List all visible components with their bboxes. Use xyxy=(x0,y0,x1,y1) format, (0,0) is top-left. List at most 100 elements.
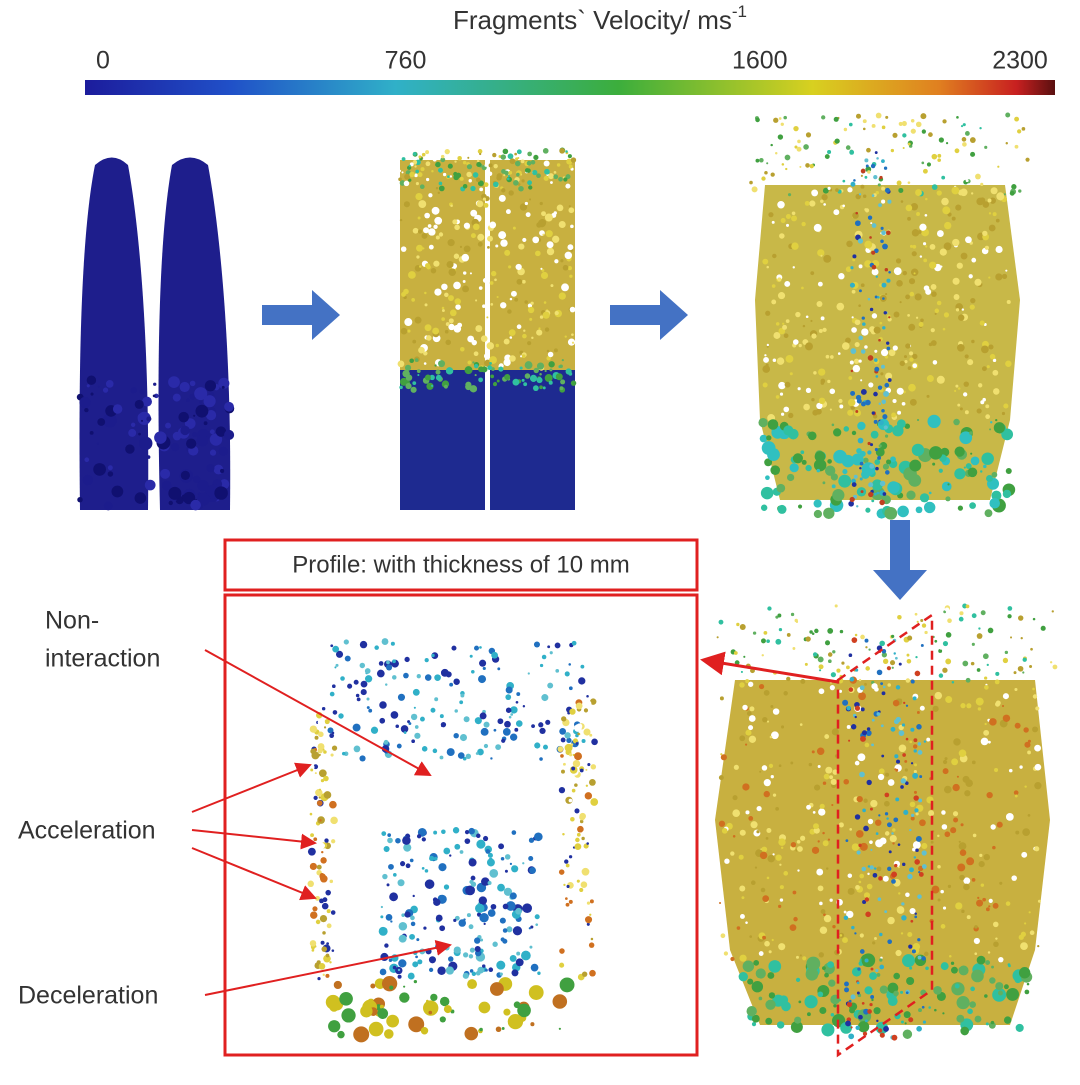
particle xyxy=(528,927,532,930)
particle xyxy=(988,905,991,908)
particle xyxy=(942,768,949,775)
particle xyxy=(760,887,766,893)
particle xyxy=(424,869,429,873)
particle xyxy=(517,157,520,160)
particle xyxy=(838,474,852,488)
particle xyxy=(951,216,956,221)
particle xyxy=(333,980,342,990)
particle xyxy=(453,946,461,954)
particle xyxy=(435,914,443,922)
particle xyxy=(877,456,882,460)
particle xyxy=(218,446,228,456)
particle xyxy=(768,960,782,973)
particle xyxy=(856,850,861,855)
particle xyxy=(153,382,157,386)
particle xyxy=(428,1010,433,1015)
particle xyxy=(874,295,878,299)
particle xyxy=(571,788,576,793)
particle xyxy=(483,721,490,728)
particle xyxy=(482,197,487,201)
particle xyxy=(922,1020,927,1024)
particle xyxy=(876,821,880,824)
particle xyxy=(902,1029,913,1039)
particle xyxy=(831,484,836,489)
particle xyxy=(873,419,878,424)
particle xyxy=(496,295,499,299)
particle xyxy=(862,194,867,199)
particle xyxy=(331,684,336,689)
particle xyxy=(463,245,471,253)
particle xyxy=(874,349,878,353)
particle xyxy=(483,353,490,359)
particle xyxy=(984,145,988,149)
particle xyxy=(905,204,913,212)
particle xyxy=(813,371,817,375)
particle xyxy=(1022,671,1025,674)
particle xyxy=(834,604,838,608)
particle xyxy=(970,452,973,455)
particle xyxy=(527,306,535,314)
particle xyxy=(392,659,396,664)
particle xyxy=(909,867,914,873)
particle xyxy=(532,236,540,244)
particle xyxy=(871,250,876,255)
particle xyxy=(435,235,440,240)
particle xyxy=(553,171,557,174)
particle xyxy=(843,910,847,914)
particle xyxy=(534,914,540,920)
particle xyxy=(786,676,791,682)
particle xyxy=(569,306,576,313)
particle xyxy=(970,151,976,157)
particle xyxy=(564,773,572,781)
particle xyxy=(224,429,235,440)
particle xyxy=(564,859,569,864)
particle xyxy=(982,201,990,208)
particle xyxy=(934,308,940,313)
particle xyxy=(516,692,521,696)
particle xyxy=(742,783,750,791)
particle xyxy=(821,1023,835,1037)
particle xyxy=(530,963,539,972)
particle xyxy=(1014,794,1018,798)
particle xyxy=(307,880,314,888)
particle xyxy=(991,471,998,478)
particle xyxy=(1027,739,1031,743)
particle xyxy=(875,968,879,973)
particle xyxy=(849,676,855,682)
particle xyxy=(942,759,948,765)
particle xyxy=(852,258,856,262)
particle xyxy=(874,248,879,254)
particle xyxy=(542,311,550,319)
particle xyxy=(850,369,854,373)
particle xyxy=(910,128,916,134)
particle xyxy=(504,720,511,728)
particle xyxy=(403,985,406,988)
particle xyxy=(579,887,584,893)
particle xyxy=(464,1026,479,1041)
particle xyxy=(546,356,551,361)
particle xyxy=(504,249,511,256)
particle xyxy=(892,132,898,138)
particle xyxy=(457,752,465,759)
particle xyxy=(479,712,487,720)
particle xyxy=(771,731,779,740)
particle xyxy=(978,860,985,868)
particle xyxy=(335,650,344,658)
particle xyxy=(510,706,518,714)
colorbar xyxy=(85,80,1055,95)
particle xyxy=(779,863,782,866)
particle xyxy=(509,158,516,165)
particle xyxy=(854,341,860,348)
particle xyxy=(883,311,887,315)
particle xyxy=(341,1008,356,1023)
particle xyxy=(777,613,782,618)
particle xyxy=(508,170,513,175)
particle xyxy=(527,151,532,157)
particle xyxy=(979,126,982,130)
particle xyxy=(144,479,156,491)
particle xyxy=(541,654,547,660)
particle xyxy=(866,147,871,153)
particle xyxy=(959,188,968,197)
particle xyxy=(875,447,885,457)
particle xyxy=(860,707,865,712)
